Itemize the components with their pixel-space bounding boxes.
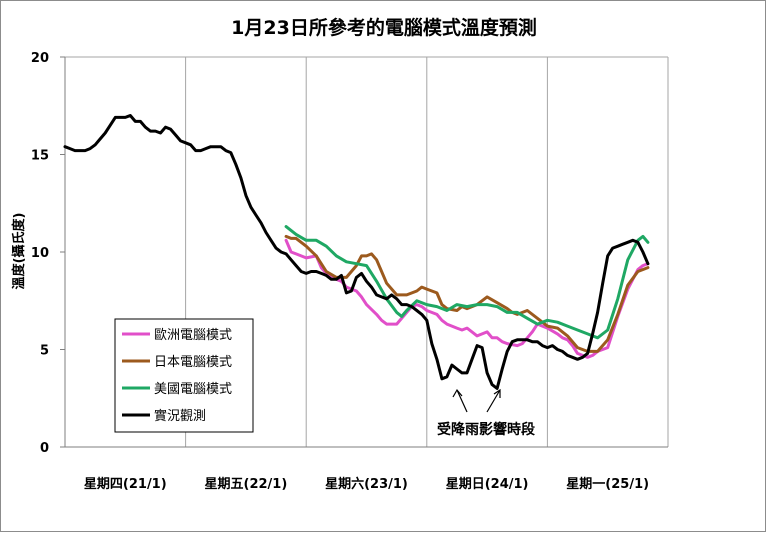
annotation-arrowhead-right [493,388,501,398]
series-line-2 [284,234,650,353]
annotation: 受降雨影響時段 [437,388,535,438]
series-line-4 [63,114,650,390]
series-line-3 [284,225,650,340]
legend-label: 實況觀測 [154,408,206,424]
legend-box [114,318,254,433]
chart-title: 1月23日所參考的電腦模式溫度預測 [231,16,537,39]
y-tick-label: 5 [40,344,49,359]
y-tick-label: 15 [31,149,49,164]
series-line-1 [284,238,650,359]
axes [60,56,669,448]
y-axis-label: 溫度(攝氏度) [11,213,27,290]
y-tick-labels: 0 5 10 15 20 [31,51,49,456]
legend-label: 日本電腦模式 [154,355,232,370]
legend-label: 美國電腦模式 [154,382,232,397]
x-category-label: 星期四(21/1) [84,477,167,492]
annotation-arrow-left [456,389,468,413]
x-category-label: 星期一(25/1) [566,477,649,492]
x-category-label: 星期日(24/1) [446,477,529,492]
y-tick-label: 10 [31,246,49,261]
legend-label: 歐洲電腦模式 [154,328,232,343]
annotation-text: 受降雨影響時段 [437,421,535,438]
x-category-labels: 星期四(21/1) 星期五(22/1) 星期六(23/1) 星期日(24/1) 星期一(… [84,476,649,492]
y-tick-label: 20 [31,51,49,66]
series-lines [63,114,650,390]
x-category-label: 星期六(23/1) [325,476,408,492]
x-category-label: 星期五(22/1) [205,477,288,492]
annotation-arrowhead-left [452,388,463,398]
y-tick-label: 0 [40,441,49,456]
annotation-arrow-right [486,389,501,413]
